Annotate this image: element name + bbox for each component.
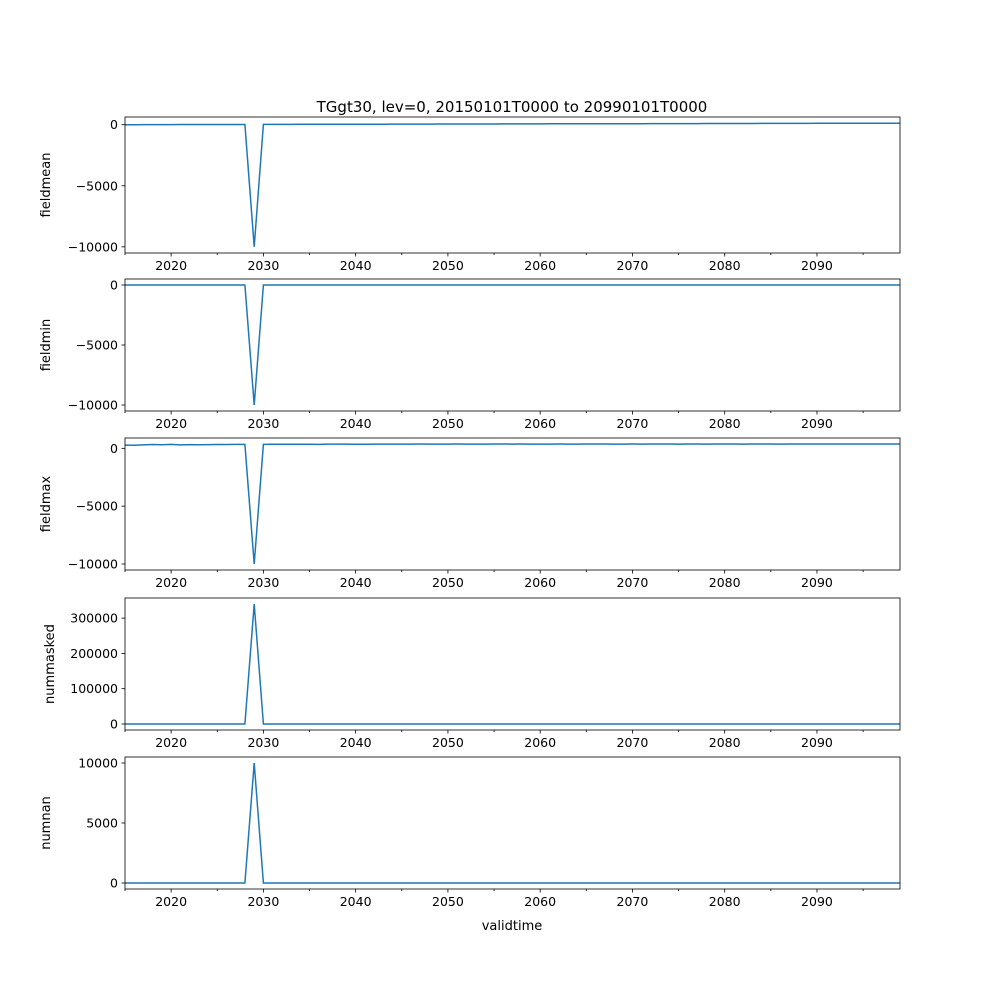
- y-tick-label: −10000: [68, 398, 118, 413]
- y-axis-label: fieldmean: [39, 153, 54, 218]
- x-tick-label: 2090: [801, 258, 833, 273]
- x-tick-label: 2070: [617, 735, 649, 750]
- y-tick-label: 0: [110, 876, 118, 891]
- x-tick-label: 2020: [155, 416, 187, 431]
- y-axis-label: numnan: [39, 796, 54, 850]
- x-tick-label: 2030: [247, 735, 279, 750]
- series-line-numnan: [125, 762, 900, 884]
- axes-frame: [124, 597, 901, 731]
- y-tick-label: 100000: [70, 681, 118, 696]
- x-tick-label: 2020: [155, 575, 187, 590]
- y-tick-label: −10000: [68, 239, 118, 254]
- x-tick-label: 2030: [247, 258, 279, 273]
- y-axis-label: fieldmax: [39, 476, 54, 533]
- x-tick-label: 2020: [155, 735, 187, 750]
- panel-fieldmax: 2020 2030 2040 2050 2060 2070 2080 2090 0 −5000 −1…: [39, 437, 901, 590]
- x-tick-label: 2080: [709, 416, 741, 431]
- x-tick-label: 2060: [524, 258, 556, 273]
- x-tick-label: 2080: [709, 258, 741, 273]
- series-line-fieldmax: [125, 443, 900, 565]
- y-axis-label: fieldmin: [39, 319, 54, 372]
- y-tick-label: −5000: [76, 338, 118, 353]
- x-tick-label: 2060: [524, 575, 556, 590]
- x-tick-label: 2070: [617, 416, 649, 431]
- x-tick-label: 2040: [340, 575, 372, 590]
- x-tick-label: 2040: [340, 258, 372, 273]
- axes-frame: [124, 437, 901, 571]
- x-tick-label: 2080: [709, 575, 741, 590]
- x-tick-label: 2040: [340, 735, 372, 750]
- x-tick-label: 2020: [155, 258, 187, 273]
- x-tick-label: 2030: [247, 575, 279, 590]
- y-tick-label: 0: [110, 441, 118, 456]
- y-tick-label: 200000: [70, 646, 118, 661]
- series-line-nummasked: [125, 603, 900, 725]
- x-tick-label: 2050: [432, 258, 464, 273]
- x-tick-label: 2050: [432, 735, 464, 750]
- x-tick-label: 2040: [340, 416, 372, 431]
- x-tick-label: 2090: [801, 575, 833, 590]
- x-axis-label: validtime: [482, 919, 543, 934]
- axes-frame: [124, 756, 901, 890]
- y-tick-label: 300000: [70, 611, 118, 626]
- x-tick-label: 2030: [247, 894, 279, 909]
- y-tick-label: 5000: [86, 816, 118, 831]
- series-line-fieldmin: [125, 284, 900, 406]
- y-tick-label: 0: [110, 117, 118, 132]
- y-axis-label: nummasked: [43, 624, 58, 704]
- x-tick-label: 2060: [524, 416, 556, 431]
- x-tick-label: 2050: [432, 894, 464, 909]
- y-tick-label: −5000: [76, 178, 118, 193]
- x-tick-label: 2040: [340, 894, 372, 909]
- x-tick-label: 2090: [801, 735, 833, 750]
- x-tick-label: 2070: [617, 894, 649, 909]
- x-tick-label: 2050: [432, 416, 464, 431]
- x-tick-label: 2030: [247, 416, 279, 431]
- x-tick-label: 2090: [801, 416, 833, 431]
- panel-nummasked: 2020 2030 2040 2050 2060 2070 2080 2090 0 100000 2…: [43, 597, 901, 750]
- x-tick-label: 2080: [709, 735, 741, 750]
- panel-numnan: 2020 2030 2040 2050 2060 2070 2080 2090 0 5000 100…: [39, 756, 901, 909]
- panel-fieldmin: 2020 2030 2040 2050 2060 2070 2080 2090 0 −5000 −1…: [39, 278, 901, 431]
- y-tick-label: 0: [110, 278, 118, 293]
- x-tick-label: 2020: [155, 894, 187, 909]
- x-tick-label: 2080: [709, 894, 741, 909]
- x-tick-label: 2070: [617, 258, 649, 273]
- axes-frame: [124, 116, 901, 254]
- y-tick-label: 0: [110, 717, 118, 732]
- y-tick-label: 10000: [78, 756, 118, 771]
- x-tick-label: 2090: [801, 894, 833, 909]
- chart-title: TGgt30, lev=0, 20150101T0000 to 20990101…: [316, 98, 708, 116]
- y-tick-label: −10000: [68, 557, 118, 572]
- x-tick-label: 2070: [617, 575, 649, 590]
- y-tick-label: −5000: [76, 499, 118, 514]
- x-tick-label: 2060: [524, 894, 556, 909]
- series-line-fieldmean: [125, 122, 900, 247]
- panel-fieldmean: 2020 2030 2040 2050 2060 2070 2080 2090 0 −5000 −1…: [39, 116, 901, 273]
- x-tick-label: 2050: [432, 575, 464, 590]
- x-tick-label: 2060: [524, 735, 556, 750]
- axes-frame: [124, 278, 901, 412]
